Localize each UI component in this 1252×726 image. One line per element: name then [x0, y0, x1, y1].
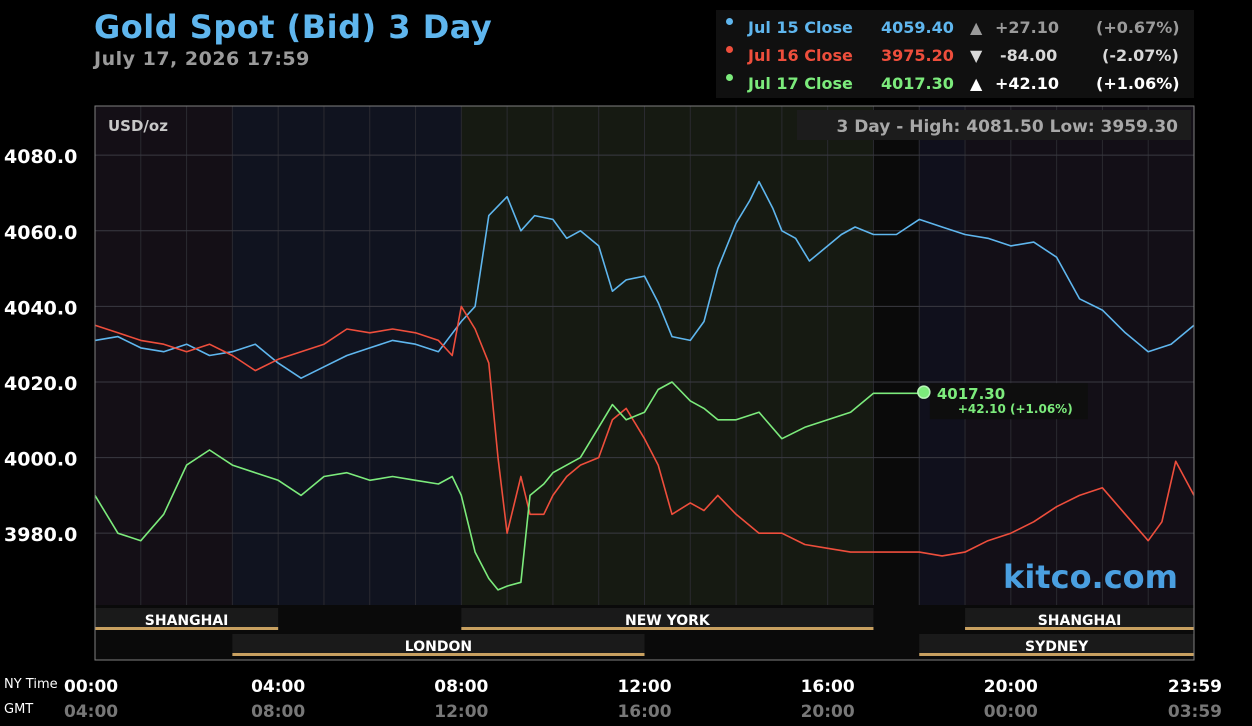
y-tick-label: 4040.0 — [4, 297, 77, 319]
current-change-label: +42.10 (+1.06%) — [958, 402, 1073, 416]
market-bar-2 — [461, 608, 874, 630]
series-line-3 — [94, 381, 924, 591]
legend-row-jul16: Jul 16 Close 3975.20 ▼ -84.00 (-2.07%) — [716, 42, 1194, 70]
session-shade-5 — [965, 106, 1194, 605]
legend-change: +42.10 — [995, 74, 1060, 93]
high-low-box — [797, 110, 1191, 140]
market-bar-underline-0 — [95, 627, 279, 630]
market-label: SYDNEY — [1025, 639, 1089, 655]
series-line-2 — [94, 305, 1195, 557]
session-shade-4 — [919, 106, 966, 605]
current-value-label: 4017.30 — [937, 385, 1005, 403]
legend: Jul 15 Close 4059.40 ▲ +27.10 (+0.67%) J… — [716, 10, 1194, 98]
legend-label: Jul 17 Close — [748, 74, 853, 93]
legend-dot-jul15 — [726, 18, 733, 25]
x-tick-label-gmt: 20:00 — [801, 702, 855, 722]
current-value-marker — [917, 385, 931, 399]
x-tick-label-gmt: 03:59 — [1168, 702, 1222, 722]
y-tick-label: 4020.0 — [4, 373, 77, 395]
x-tick-label-ny: 20:00 — [984, 677, 1038, 697]
legend-pct: (-2.07%) — [1102, 46, 1179, 65]
chart-timestamp: July 17, 2026 17:59 — [94, 48, 310, 70]
legend-change: +27.10 — [995, 18, 1060, 37]
market-bar-1 — [232, 634, 645, 656]
x-tick-label-ny: 16:00 — [801, 677, 855, 697]
market-bar-underline-4 — [919, 653, 1194, 656]
market-bar-underline-1 — [232, 653, 645, 656]
market-bar-4 — [919, 634, 1194, 656]
high-low-text: 3 Day - High: 4081.50 Low: 3959.30 — [836, 117, 1178, 137]
x-tick-label-ny: 00:00 — [64, 677, 118, 697]
chart-title: Gold Spot (Bid) 3 Day — [94, 8, 493, 46]
session-shade-3 — [873, 106, 920, 605]
unit-label: USD/oz — [108, 117, 168, 135]
market-label: SHANGHAI — [145, 613, 229, 629]
x-tick-label-ny: 12:00 — [617, 677, 671, 697]
legend-pct: (+1.06%) — [1096, 74, 1180, 93]
legend-pct: (+0.67%) — [1096, 18, 1180, 37]
row-label-ny: NY Time — [4, 677, 58, 692]
y-tick-label: 3980.0 — [4, 524, 77, 546]
market-label: SHANGHAI — [1038, 613, 1122, 629]
y-tick-label: 4060.0 — [4, 222, 77, 244]
legend-arrow-down-icon: ▼ — [970, 46, 983, 65]
legend-label: Jul 16 Close — [748, 46, 853, 65]
market-label: LONDON — [405, 639, 472, 655]
x-tick-label-gmt: 04:00 — [64, 702, 118, 722]
legend-value: 4017.30 — [881, 74, 954, 93]
legend-value: 4059.40 — [881, 18, 954, 37]
legend-change: -84.00 — [1000, 46, 1058, 65]
market-label: NEW YORK — [625, 613, 711, 629]
x-tick-label-gmt: 12:00 — [434, 702, 488, 722]
legend-row-jul17: Jul 17 Close 4017.30 ▲ +42.10 (+1.06%) — [716, 70, 1194, 98]
market-bar-underline-2 — [461, 627, 874, 630]
row-label-gmt: GMT — [4, 702, 33, 717]
legend-value: 3975.20 — [881, 46, 954, 65]
x-tick-label-gmt: 08:00 — [251, 702, 305, 722]
x-tick-label-gmt: 16:00 — [617, 702, 671, 722]
legend-arrow-up-icon: ▲ — [970, 18, 983, 37]
x-tick-label-ny: 08:00 — [434, 677, 488, 697]
legend-dot-jul16 — [726, 46, 733, 53]
plot-border — [94, 105, 1195, 661]
watermark: kitco.com — [1003, 558, 1178, 596]
session-shade-2 — [461, 106, 874, 605]
y-tick-label: 4080.0 — [4, 146, 77, 168]
legend-label: Jul 15 Close — [748, 18, 853, 37]
x-tick-label-ny: 23:59 — [1168, 677, 1222, 697]
legend-dot-jul17 — [726, 74, 733, 81]
market-bar-0 — [95, 608, 279, 630]
market-bar-3 — [965, 608, 1194, 630]
current-value-box — [929, 383, 1088, 420]
series-line-1 — [94, 180, 1195, 380]
market-bar-underline-3 — [965, 627, 1194, 630]
legend-arrow-up-icon: ▲ — [970, 74, 983, 93]
legend-row-jul15: Jul 15 Close 4059.40 ▲ +27.10 (+0.67%) — [716, 14, 1194, 42]
y-tick-label: 4000.0 — [4, 449, 77, 471]
x-tick-label-gmt: 00:00 — [984, 702, 1038, 722]
x-tick-label-ny: 04:00 — [251, 677, 305, 697]
